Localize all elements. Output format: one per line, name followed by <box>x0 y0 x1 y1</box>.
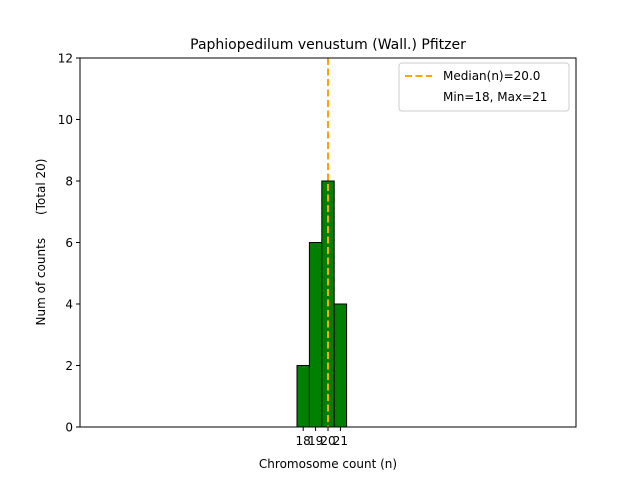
y-tick-label: 12 <box>58 52 73 66</box>
legend-box <box>398 62 570 112</box>
y-tick-label: 0 <box>65 421 73 435</box>
bar-18 <box>296 365 310 428</box>
chart-title: Paphiopedilum venustum (Wall.) Pfitzer <box>190 37 466 53</box>
y-tick-label: 4 <box>65 298 73 312</box>
y-tick-label: 8 <box>65 175 73 189</box>
y-tick-label: 2 <box>65 359 73 373</box>
legend-entry-median: Median(n)=20.0 <box>443 69 540 83</box>
x-tick-label: 21 <box>333 434 348 448</box>
x-tick-label: 20 <box>320 434 335 448</box>
x-tick-label: 19 <box>308 434 323 448</box>
bar-21 <box>333 303 348 428</box>
legend-entry-min-max: Min=18, Max=21 <box>443 90 547 104</box>
y-axis-ticks: 0 2 4 6 8 10 12 <box>58 52 80 435</box>
y-tick-label: 6 <box>65 236 73 250</box>
bar-19 <box>308 242 323 428</box>
y-axis-label: Num of counts (Total 20) <box>34 159 48 326</box>
x-axis-label: Chromosome count (n) <box>259 457 397 471</box>
x-tick-label: 18 <box>296 434 311 448</box>
legend: Median(n)=20.0 Min=18, Max=21 <box>398 62 570 112</box>
y-tick-label: 10 <box>58 113 73 127</box>
